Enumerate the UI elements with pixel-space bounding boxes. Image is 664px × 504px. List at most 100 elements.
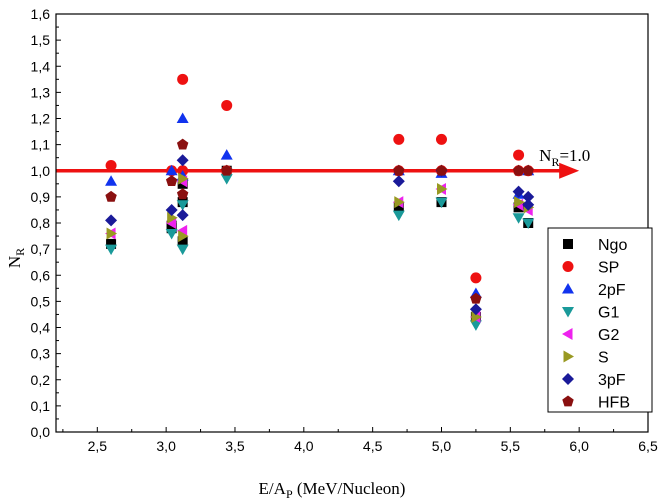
reference-line-arrowhead <box>559 162 580 179</box>
legend-marker-s <box>563 350 574 363</box>
data-point-hfb <box>393 164 405 176</box>
legend-label-ngo: Ngo <box>598 237 627 254</box>
y-tick-label: 0,1 <box>31 398 51 414</box>
data-point-s <box>514 196 525 209</box>
x-tick-label: 3,0 <box>156 438 176 454</box>
data-points <box>105 73 535 331</box>
series-s <box>106 172 535 324</box>
x-axis-title: E/AP (MeV/Nucleon) <box>259 479 406 501</box>
legend-label-g2: G2 <box>598 327 619 344</box>
data-point-hfb <box>105 190 117 202</box>
y-tick-label: 0,8 <box>31 215 51 231</box>
annotation-rest: =1.0 <box>559 146 590 165</box>
data-point-sp <box>105 160 117 172</box>
legend-marker-2pf <box>562 283 574 294</box>
series-g1 <box>105 174 535 331</box>
data-point-ngo <box>166 223 177 234</box>
y-tick-label: 1,4 <box>31 58 51 74</box>
data-point-sp <box>221 99 233 111</box>
data-point-g1 <box>105 244 118 256</box>
data-point-hfb <box>176 188 189 200</box>
data-point-g1 <box>392 210 405 222</box>
data-point-3pf <box>392 175 405 188</box>
data-point-2pf <box>220 149 233 160</box>
data-point-hfb <box>176 138 189 150</box>
data-point-sp <box>177 73 189 85</box>
y-axis-title: NR <box>5 248 27 268</box>
data-point-3pf <box>512 185 525 198</box>
y-tick-label: 0,0 <box>31 424 51 440</box>
data-point-ngo <box>393 202 404 213</box>
y-axis-title-subscript: R <box>13 248 27 256</box>
data-point-3pf <box>522 190 535 203</box>
data-point-hfb <box>221 164 233 176</box>
annotation-subscript: R <box>551 155 559 169</box>
data-point-hfb <box>435 164 448 176</box>
x-tick-label: 6,5 <box>638 438 658 454</box>
y-tick-label: 1,1 <box>31 137 51 153</box>
data-point-ngo <box>177 236 188 247</box>
data-point-2pf <box>176 112 189 123</box>
x-tick-label: 2,5 <box>88 438 108 454</box>
data-point-g1 <box>220 174 233 185</box>
x-tick-label: 6,0 <box>569 438 589 454</box>
y-tick-label: 1,5 <box>31 32 51 48</box>
legend-label-sp: SP <box>598 260 619 277</box>
y-tick-label: 1,3 <box>31 84 51 100</box>
x-axis-title-main: E/A <box>259 479 287 498</box>
legend-marker-g1 <box>562 307 574 318</box>
data-point-3pf <box>469 303 482 316</box>
data-point-3pf <box>105 214 118 227</box>
data-point-hfb <box>165 175 178 187</box>
data-point-2pf <box>165 164 178 176</box>
series-hfb <box>105 138 534 304</box>
data-point-g1 <box>469 320 482 331</box>
data-point-hfb <box>470 292 482 304</box>
legend-marker-g2 <box>562 328 573 340</box>
x-tick-label: 4,5 <box>363 438 383 454</box>
x-tick-labels: 2,5 3,0 3,5 4,0 4,5 5,0 5,5 6,0 6,5 <box>88 438 658 454</box>
legend-marker-3pf <box>562 373 574 385</box>
legend-marker-ngo <box>563 239 573 249</box>
legend-label-hfb: HFB <box>598 395 630 412</box>
y-axis-title-main: N <box>5 256 24 268</box>
data-point-s <box>178 172 189 185</box>
series-g2 <box>105 175 533 324</box>
x-tick-label: 4,0 <box>294 438 314 454</box>
data-point-s <box>436 183 448 196</box>
x-axis-title-unit: (MeV/Nucleon) <box>293 479 406 498</box>
y-tick-label: 1,6 <box>31 6 51 22</box>
legend-label-g1: G1 <box>598 305 619 322</box>
y-tick-label: 0,5 <box>31 293 51 309</box>
data-point-ngo <box>106 238 117 249</box>
x-tick-label: 5,0 <box>432 438 452 454</box>
y-tick-label: 0,4 <box>31 320 51 336</box>
y-tick-label: 0,3 <box>31 346 51 362</box>
y-tick-label: 1,0 <box>31 163 51 179</box>
data-point-s <box>178 230 189 243</box>
series-2pf <box>105 112 535 299</box>
annotation-main: N <box>539 146 551 165</box>
legend-label-s: S <box>598 350 609 367</box>
data-point-sp <box>435 133 447 145</box>
data-point-sp <box>470 272 482 284</box>
data-point-sp <box>393 133 405 145</box>
data-point-s <box>471 311 482 324</box>
legend-marker-hfb <box>562 395 574 407</box>
data-point-hfb <box>512 164 525 176</box>
x-axis-title-subscript: P <box>286 487 293 501</box>
x-tick-label: 5,5 <box>501 438 521 454</box>
data-point-g1 <box>435 197 448 209</box>
y-tick-label: 0,9 <box>31 189 51 205</box>
legend-label-3pf: 3pF <box>598 372 626 389</box>
data-point-g1 <box>512 213 525 224</box>
data-point-s <box>167 211 178 224</box>
reference-line-annotation: NR=1.0 <box>539 146 590 169</box>
y-tick-labels: 0,0 0,1 0,2 0,3 0,4 0,5 0,6 0,7 0,8 0,9 1,0 1,1 1,2 1… <box>31 6 51 440</box>
data-point-g1 <box>522 218 535 229</box>
data-point-s <box>394 196 405 209</box>
data-point-g1 <box>165 228 178 240</box>
y-tick-label: 0,6 <box>31 267 51 283</box>
y-tick-label: 0,2 <box>31 372 51 388</box>
